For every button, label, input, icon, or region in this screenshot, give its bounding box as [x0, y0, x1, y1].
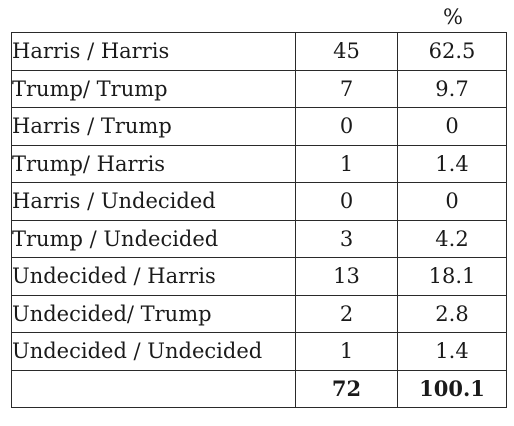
row-percent: 1.4: [397, 332, 507, 371]
row-count: 45: [295, 32, 398, 71]
row-label: Harris / Trump: [11, 107, 296, 146]
total-label: [11, 369, 296, 408]
table-row: Undecided / Harris 13 18.1: [11, 257, 507, 296]
table-row: Harris / Harris 45 62.5: [11, 32, 507, 71]
row-count: 2: [295, 294, 398, 333]
row-percent: 0: [397, 182, 507, 221]
total-count: 72: [295, 369, 398, 408]
table-row: Trump/ Trump 7 9.7: [11, 69, 507, 108]
row-label: Undecided / Undecided: [11, 332, 296, 371]
row-label: Harris / Undecided: [11, 182, 296, 221]
percent-column-header: %: [443, 5, 463, 29]
row-label: Trump / Undecided: [11, 219, 296, 258]
table-row: Trump / Undecided 3 4.2: [11, 219, 507, 258]
row-percent: 0: [397, 107, 507, 146]
row-percent: 9.7: [397, 69, 507, 108]
table-row: Undecided / Undecided 1 1.4: [11, 332, 507, 371]
row-percent: 4.2: [397, 219, 507, 258]
row-label: Undecided / Harris: [11, 257, 296, 296]
row-count: 1: [295, 332, 398, 371]
table-row: Undecided/ Trump 2 2.8: [11, 294, 507, 333]
row-count: 0: [295, 107, 398, 146]
table-row: Trump/ Harris 1 1.4: [11, 144, 507, 183]
row-percent: 62.5: [397, 32, 507, 71]
table-row: Harris / Trump 0 0: [11, 107, 507, 146]
row-label: Trump/ Trump: [11, 69, 296, 108]
row-label: Undecided/ Trump: [11, 294, 296, 333]
row-count: 7: [295, 69, 398, 108]
row-label: Trump/ Harris: [11, 144, 296, 183]
row-count: 13: [295, 257, 398, 296]
row-percent: 2.8: [397, 294, 507, 333]
table-row: Harris / Undecided 0 0: [11, 182, 507, 221]
results-table: Harris / Harris 45 62.5 Trump/ Trump 7 9…: [11, 32, 507, 408]
row-count: 0: [295, 182, 398, 221]
row-label: Harris / Harris: [11, 32, 296, 71]
row-count: 3: [295, 219, 398, 258]
row-count: 1: [295, 144, 398, 183]
total-percent: 100.1: [397, 369, 507, 408]
total-row: 72 100.1: [11, 369, 507, 408]
row-percent: 18.1: [397, 257, 507, 296]
row-percent: 1.4: [397, 144, 507, 183]
